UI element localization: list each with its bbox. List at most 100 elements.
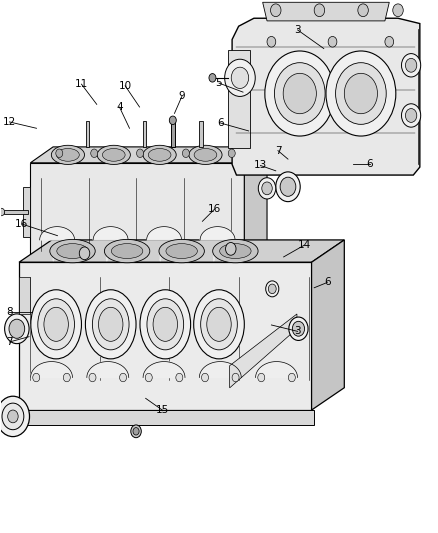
Polygon shape bbox=[19, 277, 30, 314]
Circle shape bbox=[393, 4, 403, 17]
Polygon shape bbox=[17, 410, 314, 425]
Bar bbox=[171, 118, 175, 147]
Text: 3: 3 bbox=[294, 326, 301, 336]
Polygon shape bbox=[232, 18, 420, 175]
Polygon shape bbox=[93, 227, 128, 240]
Circle shape bbox=[91, 149, 98, 158]
Circle shape bbox=[406, 109, 417, 123]
Polygon shape bbox=[256, 361, 297, 377]
Circle shape bbox=[201, 373, 208, 382]
Ellipse shape bbox=[51, 146, 85, 165]
Circle shape bbox=[402, 104, 421, 127]
Circle shape bbox=[182, 149, 189, 158]
Circle shape bbox=[2, 403, 24, 430]
Circle shape bbox=[33, 373, 40, 382]
Text: 7: 7 bbox=[275, 146, 281, 156]
Ellipse shape bbox=[207, 308, 231, 341]
Circle shape bbox=[258, 177, 276, 199]
Bar bbox=[199, 122, 203, 147]
Circle shape bbox=[283, 74, 316, 114]
Circle shape bbox=[328, 36, 337, 47]
Circle shape bbox=[402, 54, 421, 77]
Circle shape bbox=[276, 172, 300, 201]
Circle shape bbox=[0, 396, 29, 437]
Circle shape bbox=[326, 51, 396, 136]
Bar bbox=[4, 211, 28, 214]
Circle shape bbox=[170, 116, 177, 125]
Text: 5: 5 bbox=[215, 78, 223, 88]
Ellipse shape bbox=[57, 149, 79, 161]
Circle shape bbox=[5, 314, 29, 344]
Polygon shape bbox=[263, 2, 389, 21]
Ellipse shape bbox=[102, 149, 125, 161]
Polygon shape bbox=[147, 227, 182, 240]
Ellipse shape bbox=[99, 308, 123, 341]
Ellipse shape bbox=[92, 299, 129, 350]
Ellipse shape bbox=[31, 290, 81, 359]
Polygon shape bbox=[31, 361, 72, 377]
Ellipse shape bbox=[166, 244, 198, 259]
Polygon shape bbox=[200, 227, 235, 240]
Ellipse shape bbox=[147, 299, 184, 350]
Ellipse shape bbox=[104, 239, 150, 263]
Text: 6: 6 bbox=[324, 278, 331, 287]
Circle shape bbox=[262, 182, 272, 195]
Polygon shape bbox=[30, 147, 267, 163]
Ellipse shape bbox=[111, 244, 143, 259]
Circle shape bbox=[226, 243, 236, 255]
Ellipse shape bbox=[201, 299, 237, 350]
Circle shape bbox=[79, 247, 90, 260]
Text: 7: 7 bbox=[6, 337, 13, 347]
Text: 16: 16 bbox=[15, 219, 28, 229]
Text: 3: 3 bbox=[294, 25, 301, 35]
Polygon shape bbox=[22, 188, 30, 237]
Text: 10: 10 bbox=[119, 81, 132, 91]
Circle shape bbox=[225, 59, 255, 96]
Ellipse shape bbox=[50, 239, 95, 263]
Circle shape bbox=[137, 149, 144, 158]
Circle shape bbox=[228, 149, 235, 158]
Polygon shape bbox=[140, 324, 191, 359]
Polygon shape bbox=[143, 361, 185, 377]
Text: 12: 12 bbox=[3, 117, 16, 127]
Circle shape bbox=[266, 281, 279, 297]
Text: 6: 6 bbox=[217, 118, 224, 128]
Ellipse shape bbox=[38, 299, 74, 350]
Text: 15: 15 bbox=[155, 405, 169, 415]
Polygon shape bbox=[230, 314, 297, 388]
Circle shape bbox=[9, 319, 25, 338]
Polygon shape bbox=[40, 227, 74, 240]
Circle shape bbox=[288, 373, 295, 382]
Ellipse shape bbox=[213, 239, 258, 263]
Circle shape bbox=[56, 149, 63, 158]
Circle shape bbox=[131, 425, 141, 438]
Circle shape bbox=[133, 427, 139, 435]
Polygon shape bbox=[19, 240, 344, 262]
Text: 9: 9 bbox=[179, 91, 185, 101]
Polygon shape bbox=[30, 163, 244, 261]
Circle shape bbox=[267, 36, 276, 47]
Polygon shape bbox=[85, 324, 136, 359]
Text: 16: 16 bbox=[208, 204, 221, 214]
Text: 6: 6 bbox=[366, 159, 373, 169]
Text: 13: 13 bbox=[254, 160, 267, 171]
Ellipse shape bbox=[189, 146, 222, 165]
Text: 8: 8 bbox=[6, 306, 13, 317]
Circle shape bbox=[268, 284, 276, 294]
Circle shape bbox=[8, 410, 18, 423]
Ellipse shape bbox=[97, 146, 131, 165]
Circle shape bbox=[120, 373, 127, 382]
Circle shape bbox=[209, 74, 216, 82]
Circle shape bbox=[232, 373, 239, 382]
Circle shape bbox=[231, 67, 249, 88]
Circle shape bbox=[0, 208, 5, 216]
Text: 4: 4 bbox=[116, 102, 123, 112]
Ellipse shape bbox=[194, 149, 217, 161]
Ellipse shape bbox=[85, 290, 136, 359]
Circle shape bbox=[314, 4, 325, 17]
Polygon shape bbox=[228, 50, 250, 149]
Text: 14: 14 bbox=[297, 240, 311, 250]
Circle shape bbox=[64, 373, 71, 382]
Polygon shape bbox=[194, 324, 244, 359]
Circle shape bbox=[89, 373, 96, 382]
